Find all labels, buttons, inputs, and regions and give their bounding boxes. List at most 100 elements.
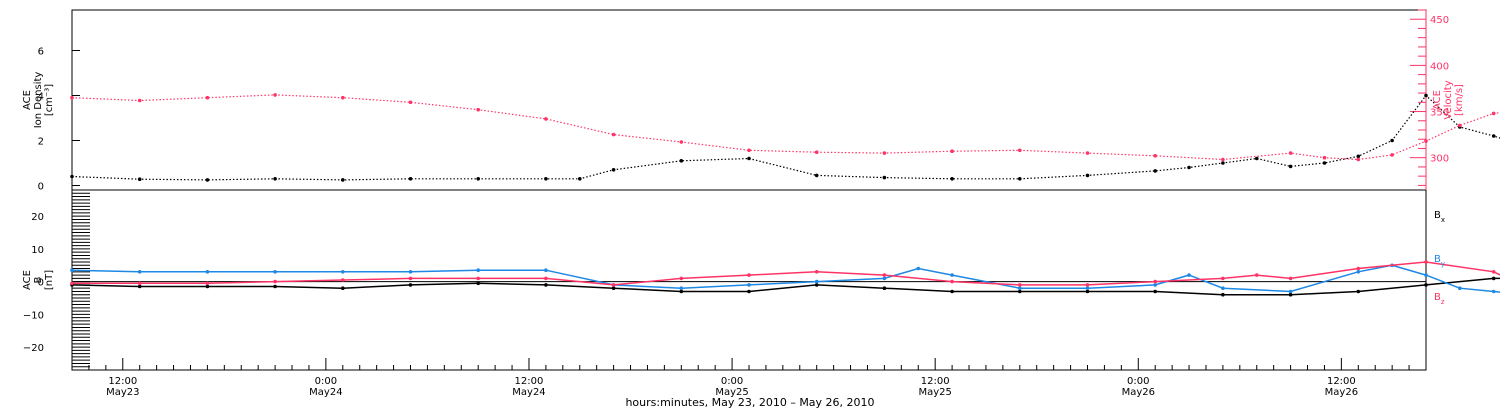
legend-By: By xyxy=(1434,254,1445,268)
x-axis-title: hours:minutes, May 23, 2010 – May 26, 20… xyxy=(625,396,874,409)
labels-group: ACEIon Density[cm⁻³] ACEVelocity[km/s]ACE… xyxy=(22,72,1465,398)
top-point-velocity xyxy=(341,95,345,100)
top-point-ion-density xyxy=(273,177,277,181)
bottom-point-bz xyxy=(679,276,684,281)
top-point-ion-density xyxy=(611,168,616,172)
bottom-point-bz xyxy=(205,281,210,286)
top-point-velocity xyxy=(814,150,819,154)
bottom-point-bz xyxy=(1491,270,1496,274)
bottom-point-bx xyxy=(747,289,751,294)
bottom-point-by xyxy=(341,270,345,274)
bottom-point-bx xyxy=(1424,283,1428,287)
x-tick-label-time: 12:00 xyxy=(921,376,950,387)
bottom-point-bz xyxy=(408,276,413,281)
top-point-velocity xyxy=(1221,157,1225,162)
bottom-point-by xyxy=(1153,283,1157,287)
bottom-point-by xyxy=(679,286,684,291)
x-tick-label-time: 0:00 xyxy=(1127,376,1149,387)
bottom-point-bz xyxy=(1288,276,1293,281)
top-point-velocity xyxy=(611,132,616,137)
bottom-point-bx xyxy=(408,283,413,287)
bottom-point-bx xyxy=(1288,292,1293,297)
bottom-point-bx xyxy=(882,286,887,291)
top-point-velocity xyxy=(273,93,277,97)
bottom-ylabel-line: ACE xyxy=(22,270,33,290)
bottom-point-bx xyxy=(1085,289,1090,294)
bottom-point-bz xyxy=(544,276,548,281)
bottom-point-bz xyxy=(814,270,819,274)
x-tick-label-time: 0:00 xyxy=(315,376,337,387)
top-point-velocity xyxy=(1288,151,1293,155)
top-point-velocity xyxy=(544,117,548,121)
axes-group: 0 2 4 6 300 350 400 450 −20 −10 0 10 20 xyxy=(23,9,1449,371)
top-point-velocity xyxy=(679,140,684,144)
bottom-point-bz xyxy=(1018,283,1022,287)
top-right-ylabel-line: [km/s] xyxy=(1454,84,1465,116)
bottom-point-by xyxy=(1356,270,1361,274)
top-point-ion-density xyxy=(1153,169,1157,173)
bottom-point-bx xyxy=(1356,289,1361,294)
bottom-left-tick-label: 10 xyxy=(31,245,44,256)
bottom-point-bx xyxy=(950,289,954,294)
bottom-point-bx xyxy=(1491,276,1496,281)
top-right-tick-label: 450 xyxy=(1430,15,1449,26)
legend-Bx: Bx xyxy=(1434,210,1445,224)
legend-sub: z xyxy=(1441,298,1445,306)
top-point-velocity xyxy=(882,151,887,155)
top-point-ion-density xyxy=(1255,156,1259,161)
top-point-ion-density xyxy=(747,156,751,161)
legend-Bz: Bz xyxy=(1434,292,1445,306)
bottom-point-bx xyxy=(679,289,684,294)
bottom-left-tick-label: −10 xyxy=(23,310,44,321)
bottom-point-bx xyxy=(476,281,481,286)
top-point-velocity xyxy=(950,149,954,153)
top-point-velocity xyxy=(1018,148,1022,153)
bottom-point-bx xyxy=(1153,289,1157,294)
bottom-point-bz xyxy=(1255,273,1259,277)
top-left-tick-label: 6 xyxy=(38,47,44,58)
bottom-point-by xyxy=(1187,273,1191,277)
top-point-ion-density xyxy=(1187,165,1191,170)
bottom-point-bx xyxy=(544,283,548,287)
bottom-left-tick-label: −20 xyxy=(23,343,44,354)
bottom-point-by xyxy=(137,270,142,274)
bottom-point-bx xyxy=(611,286,616,291)
top-point-ion-density xyxy=(1018,177,1022,181)
top-point-ion-density xyxy=(1390,138,1394,143)
bottom-point-bx xyxy=(205,284,210,289)
bottom-point-by xyxy=(882,276,887,281)
top-right-tick-label: 300 xyxy=(1430,154,1449,165)
legend-label: B xyxy=(1434,292,1441,303)
top-point-ion-density xyxy=(1085,173,1090,178)
bottom-point-by xyxy=(273,270,277,274)
top-right-ylabel: ACEVelocity[km/s] xyxy=(1432,80,1465,119)
bottom-point-bz xyxy=(70,281,74,286)
bottom-point-bx xyxy=(137,284,142,289)
top-point-ion-density xyxy=(137,177,142,181)
bottom-point-by xyxy=(1018,286,1022,291)
bottom-point-by xyxy=(544,268,548,273)
top-point-ion-density xyxy=(205,178,210,182)
x-tick-label-date: May24 xyxy=(309,387,342,398)
bottom-point-bz xyxy=(1356,266,1361,271)
bottom-point-bz xyxy=(1424,260,1428,264)
bottom-point-bz xyxy=(1085,283,1090,287)
top-right-ylabel-line: ACE xyxy=(1432,90,1443,110)
bottom-point-by xyxy=(1221,286,1225,291)
top-point-ion-density xyxy=(1491,134,1496,138)
top-point-velocity xyxy=(1356,157,1361,162)
x-tick-label-time: 12:00 xyxy=(1327,376,1356,387)
top-left-ylabel-line: [cm⁻³] xyxy=(44,84,55,116)
top-point-velocity xyxy=(1458,123,1462,128)
x-tick-label-time: 12:00 xyxy=(108,376,137,387)
bottom-point-by xyxy=(1458,286,1462,291)
top-series-velocity xyxy=(71,94,1500,161)
bottom-point-by xyxy=(1491,289,1496,294)
top-point-velocity xyxy=(1322,155,1327,160)
bottom-point-bx xyxy=(1018,289,1022,294)
top-point-velocity xyxy=(476,107,481,112)
bottom-series-bz xyxy=(72,261,1500,286)
bottom-ylabel: ACEB[nT] xyxy=(22,270,55,290)
